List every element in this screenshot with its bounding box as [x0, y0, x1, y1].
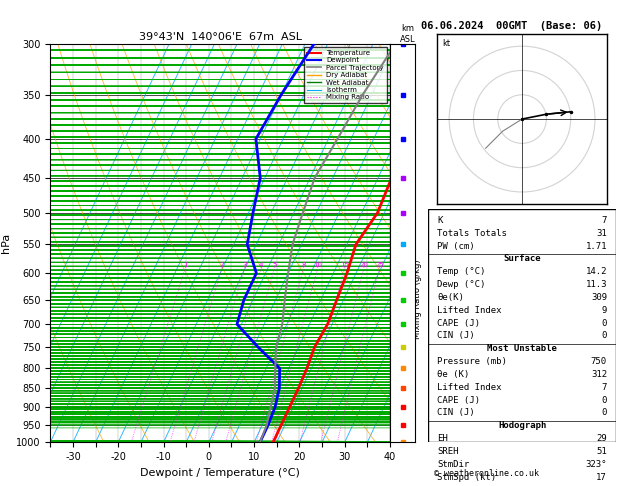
Text: 2: 2 — [220, 261, 224, 268]
Text: 06.06.2024  00GMT  (Base: 06): 06.06.2024 00GMT (Base: 06) — [421, 21, 603, 31]
Text: 14.2: 14.2 — [586, 267, 607, 277]
Text: θe (K): θe (K) — [437, 370, 469, 379]
Text: 7: 7 — [601, 383, 607, 392]
Text: 750: 750 — [591, 357, 607, 366]
Text: © weatheronline.co.uk: © weatheronline.co.uk — [434, 469, 539, 478]
Text: 1: 1 — [183, 261, 187, 268]
Text: LCL: LCL — [392, 424, 408, 433]
Text: PW (cm): PW (cm) — [437, 242, 475, 251]
Text: Lifted Index: Lifted Index — [437, 383, 502, 392]
Text: 312: 312 — [591, 370, 607, 379]
Text: 0: 0 — [601, 319, 607, 328]
Y-axis label: hPa: hPa — [1, 233, 11, 253]
Text: Temp (°C): Temp (°C) — [437, 267, 486, 277]
Text: Lifted Index: Lifted Index — [437, 306, 502, 315]
Text: 4: 4 — [392, 279, 398, 289]
Text: 6: 6 — [392, 188, 398, 197]
Text: 9: 9 — [601, 306, 607, 315]
Text: StmSpd (kt): StmSpd (kt) — [437, 472, 496, 482]
Legend: Temperature, Dewpoint, Parcel Trajectory, Dry Adiabat, Wet Adiabat, Isotherm, Mi: Temperature, Dewpoint, Parcel Trajectory… — [304, 47, 386, 103]
Text: 11.3: 11.3 — [586, 280, 607, 289]
FancyBboxPatch shape — [428, 209, 616, 442]
Text: EH: EH — [437, 434, 448, 443]
Text: 25: 25 — [375, 261, 384, 268]
Text: 3: 3 — [242, 261, 247, 268]
Text: 3: 3 — [392, 320, 398, 329]
Text: Most Unstable: Most Unstable — [487, 344, 557, 353]
Text: kt: kt — [442, 39, 450, 48]
Text: 1: 1 — [392, 403, 398, 412]
Text: Surface: Surface — [503, 255, 541, 263]
Text: 5: 5 — [392, 234, 398, 243]
Text: km
ASL: km ASL — [400, 24, 416, 44]
Text: 29: 29 — [596, 434, 607, 443]
Text: 20: 20 — [360, 261, 369, 268]
Text: Pressure (mb): Pressure (mb) — [437, 357, 507, 366]
X-axis label: Dewpoint / Temperature (°C): Dewpoint / Temperature (°C) — [140, 468, 300, 478]
Text: K: K — [437, 216, 443, 225]
Title: 39°43'N  140°06'E  67m  ASL: 39°43'N 140°06'E 67m ASL — [138, 32, 302, 42]
Text: StmDir: StmDir — [437, 460, 469, 469]
Text: Mixing Ratio (g/kg): Mixing Ratio (g/kg) — [413, 260, 421, 340]
Text: 7: 7 — [601, 216, 607, 225]
Text: 2: 2 — [392, 364, 398, 373]
Text: CIN (J): CIN (J) — [437, 331, 475, 341]
Text: 7: 7 — [392, 142, 398, 152]
Text: 0: 0 — [601, 396, 607, 405]
Text: 51: 51 — [596, 447, 607, 456]
Text: 15: 15 — [340, 261, 349, 268]
Text: 1.71: 1.71 — [586, 242, 607, 251]
Text: 0: 0 — [601, 331, 607, 341]
Text: 323°: 323° — [586, 460, 607, 469]
Text: 8: 8 — [301, 261, 306, 268]
Text: Totals Totals: Totals Totals — [437, 229, 507, 238]
Text: 8: 8 — [392, 95, 398, 104]
Text: 10: 10 — [313, 261, 322, 268]
Text: CAPE (J): CAPE (J) — [437, 396, 480, 405]
Text: 17: 17 — [596, 472, 607, 482]
Text: θe(K): θe(K) — [437, 293, 464, 302]
Text: 31: 31 — [596, 229, 607, 238]
Text: 5: 5 — [272, 261, 277, 268]
Text: CIN (J): CIN (J) — [437, 408, 475, 417]
Text: 309: 309 — [591, 293, 607, 302]
Text: CAPE (J): CAPE (J) — [437, 319, 480, 328]
Text: Hodograph: Hodograph — [498, 421, 546, 430]
Text: SREH: SREH — [437, 447, 459, 456]
Text: Dewp (°C): Dewp (°C) — [437, 280, 486, 289]
Text: 0: 0 — [601, 408, 607, 417]
Text: 4: 4 — [259, 261, 264, 268]
